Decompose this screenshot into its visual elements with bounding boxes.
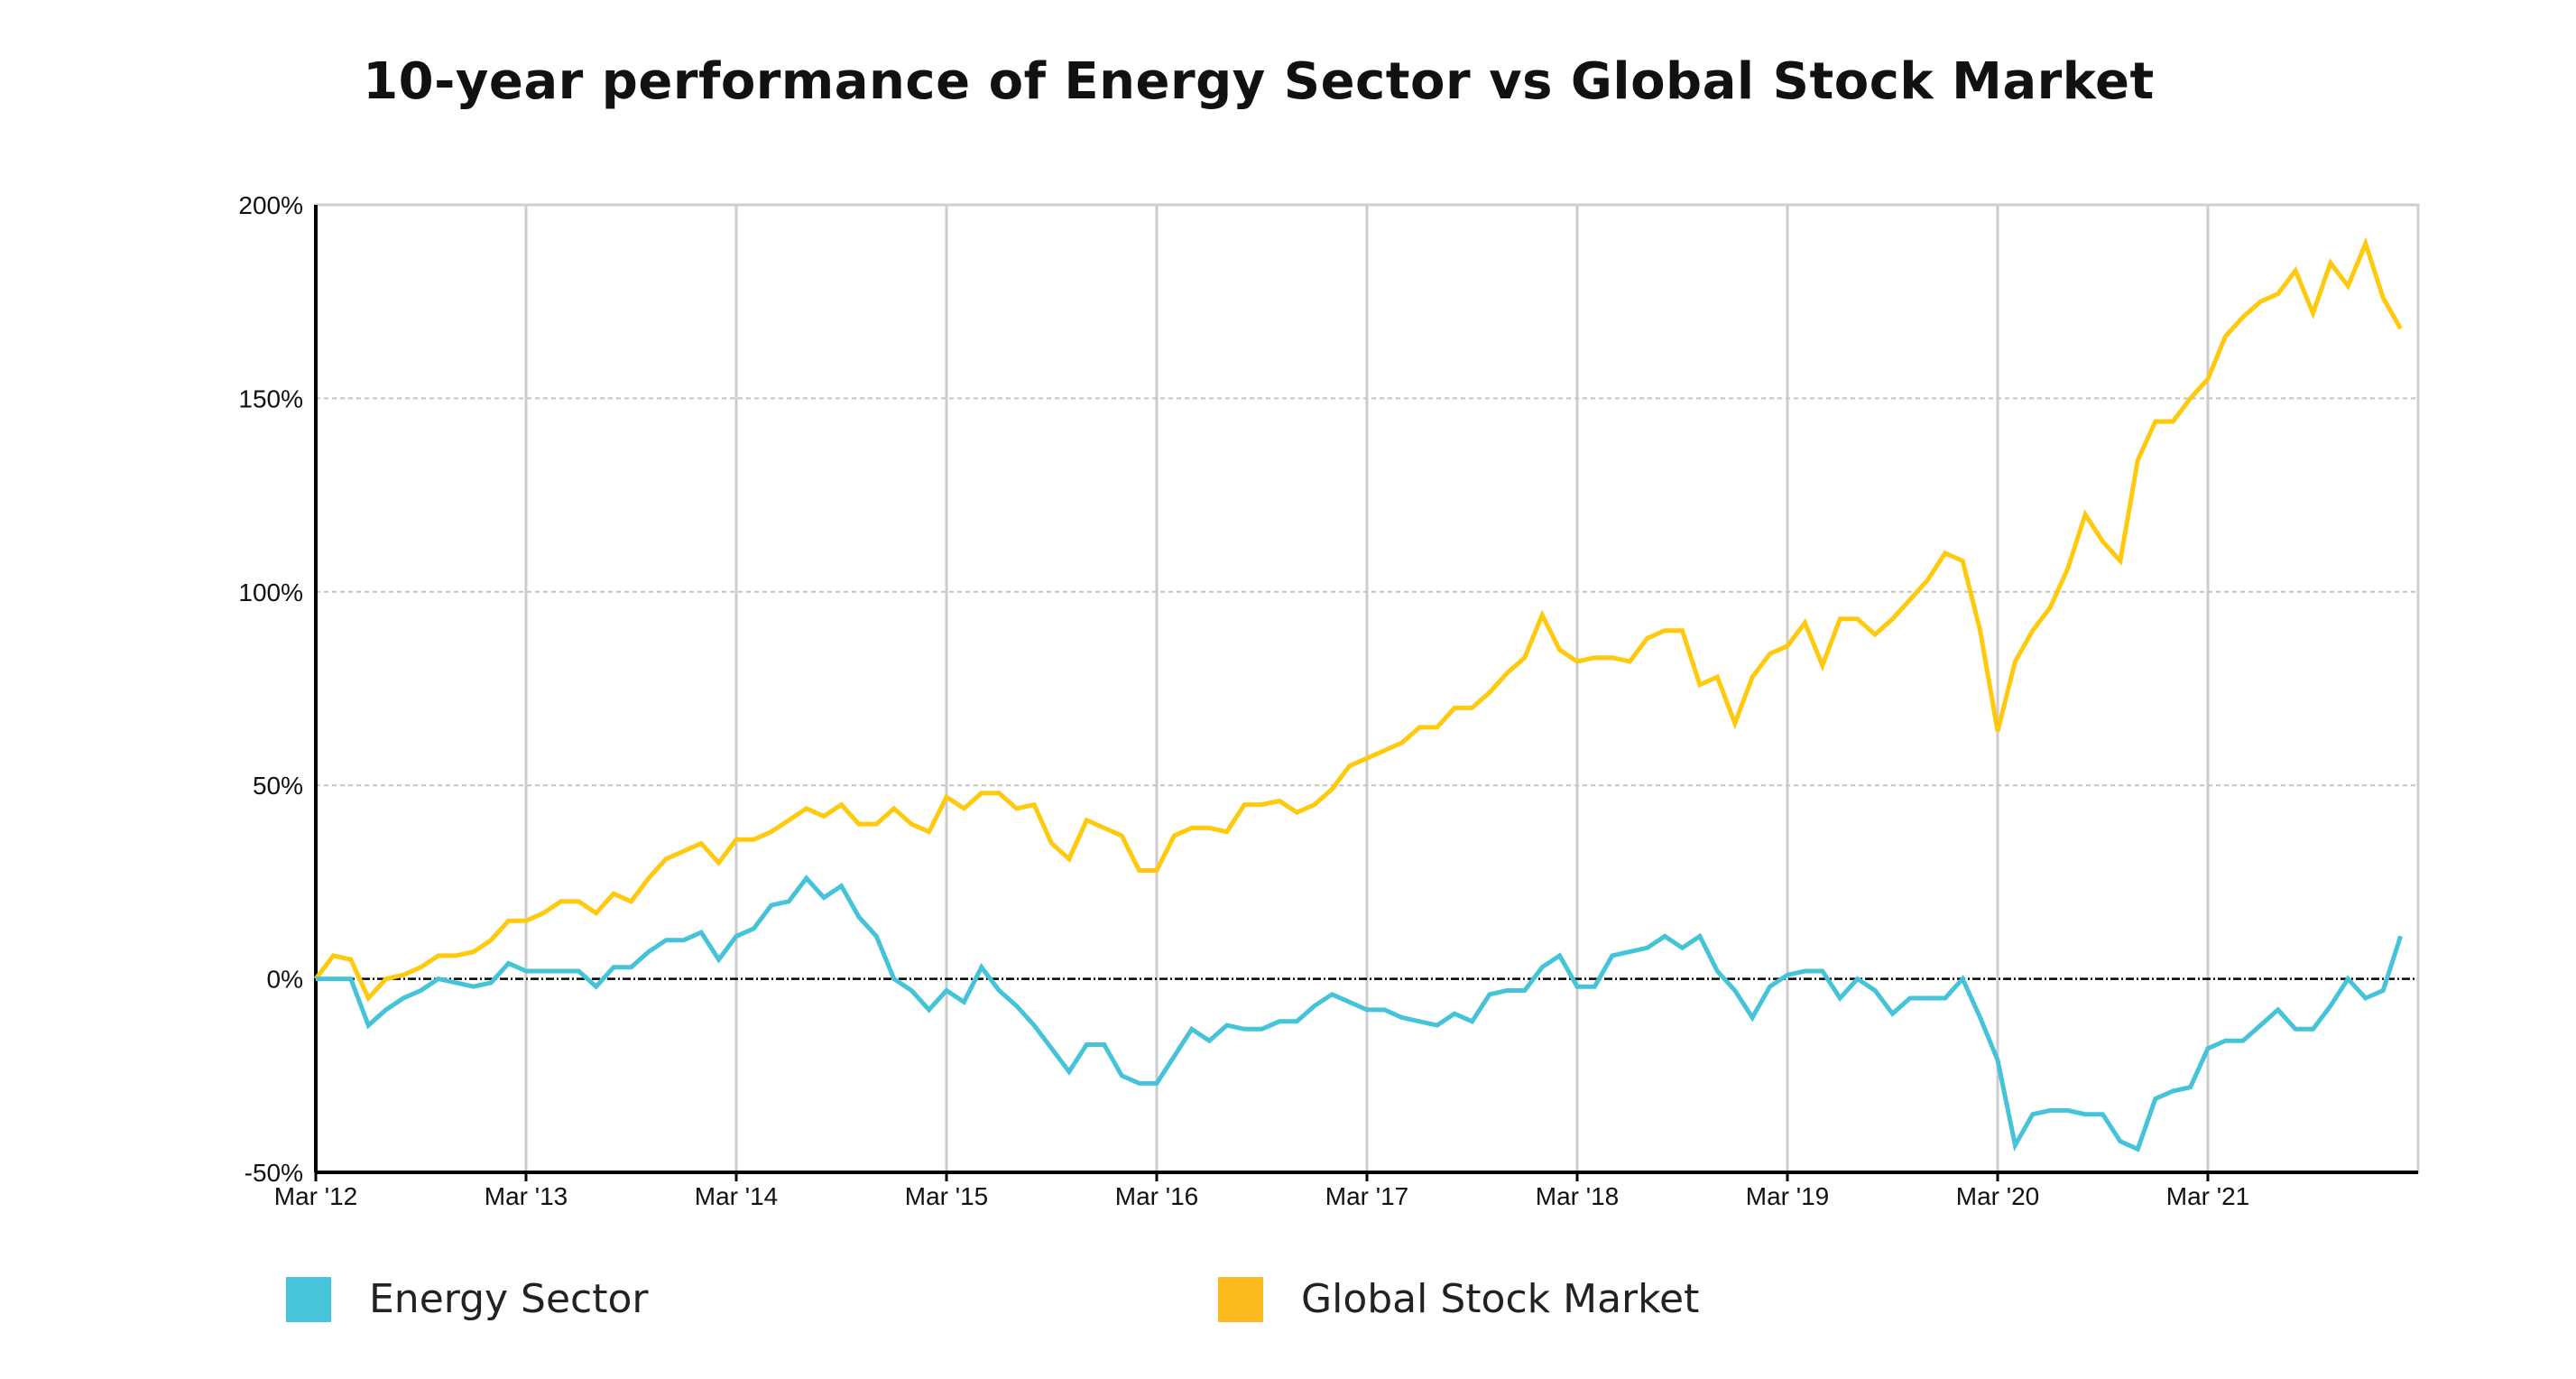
- legend-item-global-stock-market: Global Stock Market: [1218, 1276, 1699, 1322]
- x-tick-label: Mar '12: [274, 1182, 358, 1210]
- axes: [314, 203, 2420, 1181]
- series-lines: [314, 236, 2403, 1152]
- x-tick-label: Mar '13: [485, 1182, 568, 1210]
- x-tick-label: Mar '14: [695, 1182, 779, 1210]
- y-tick-label: 50%: [253, 772, 303, 800]
- y-tick-label: -50%: [245, 1159, 303, 1187]
- grid: [314, 205, 2418, 1172]
- x-tick-label: Mar '17: [1325, 1182, 1409, 1210]
- x-tick-label: Mar '19: [1746, 1182, 1830, 1210]
- y-tick-label: 150%: [238, 384, 303, 412]
- legend-swatch-energy: [286, 1276, 331, 1322]
- x-tick-label: Mar '16: [1115, 1182, 1199, 1210]
- x-tick-label: Mar '18: [1536, 1182, 1620, 1210]
- series-line-energy-sector: [316, 875, 2403, 1152]
- y-tick-label: 0%: [267, 966, 303, 994]
- chart-title: 10-year performance of Energy Sector vs …: [363, 52, 2155, 111]
- legend-label: Global Stock Market: [1301, 1276, 1700, 1322]
- y-tick-label: 100%: [238, 578, 303, 606]
- legend-label: Energy Sector: [369, 1276, 649, 1322]
- x-tick-label: Mar '15: [905, 1182, 989, 1210]
- x-tick-label: Mar '20: [1956, 1182, 2040, 1210]
- x-tick-label: Mar '21: [2166, 1182, 2250, 1210]
- series-line-global-stock-market: [314, 236, 2403, 1003]
- legend-swatch-global: [1218, 1276, 1263, 1322]
- y-tick-label: 200%: [238, 191, 303, 219]
- tick-labels: Mar '12 Mar '13 Mar '14 Mar '15 Mar '16 Mar '…: [238, 191, 2249, 1210]
- legend-item-energy-sector: Energy Sector: [286, 1276, 648, 1322]
